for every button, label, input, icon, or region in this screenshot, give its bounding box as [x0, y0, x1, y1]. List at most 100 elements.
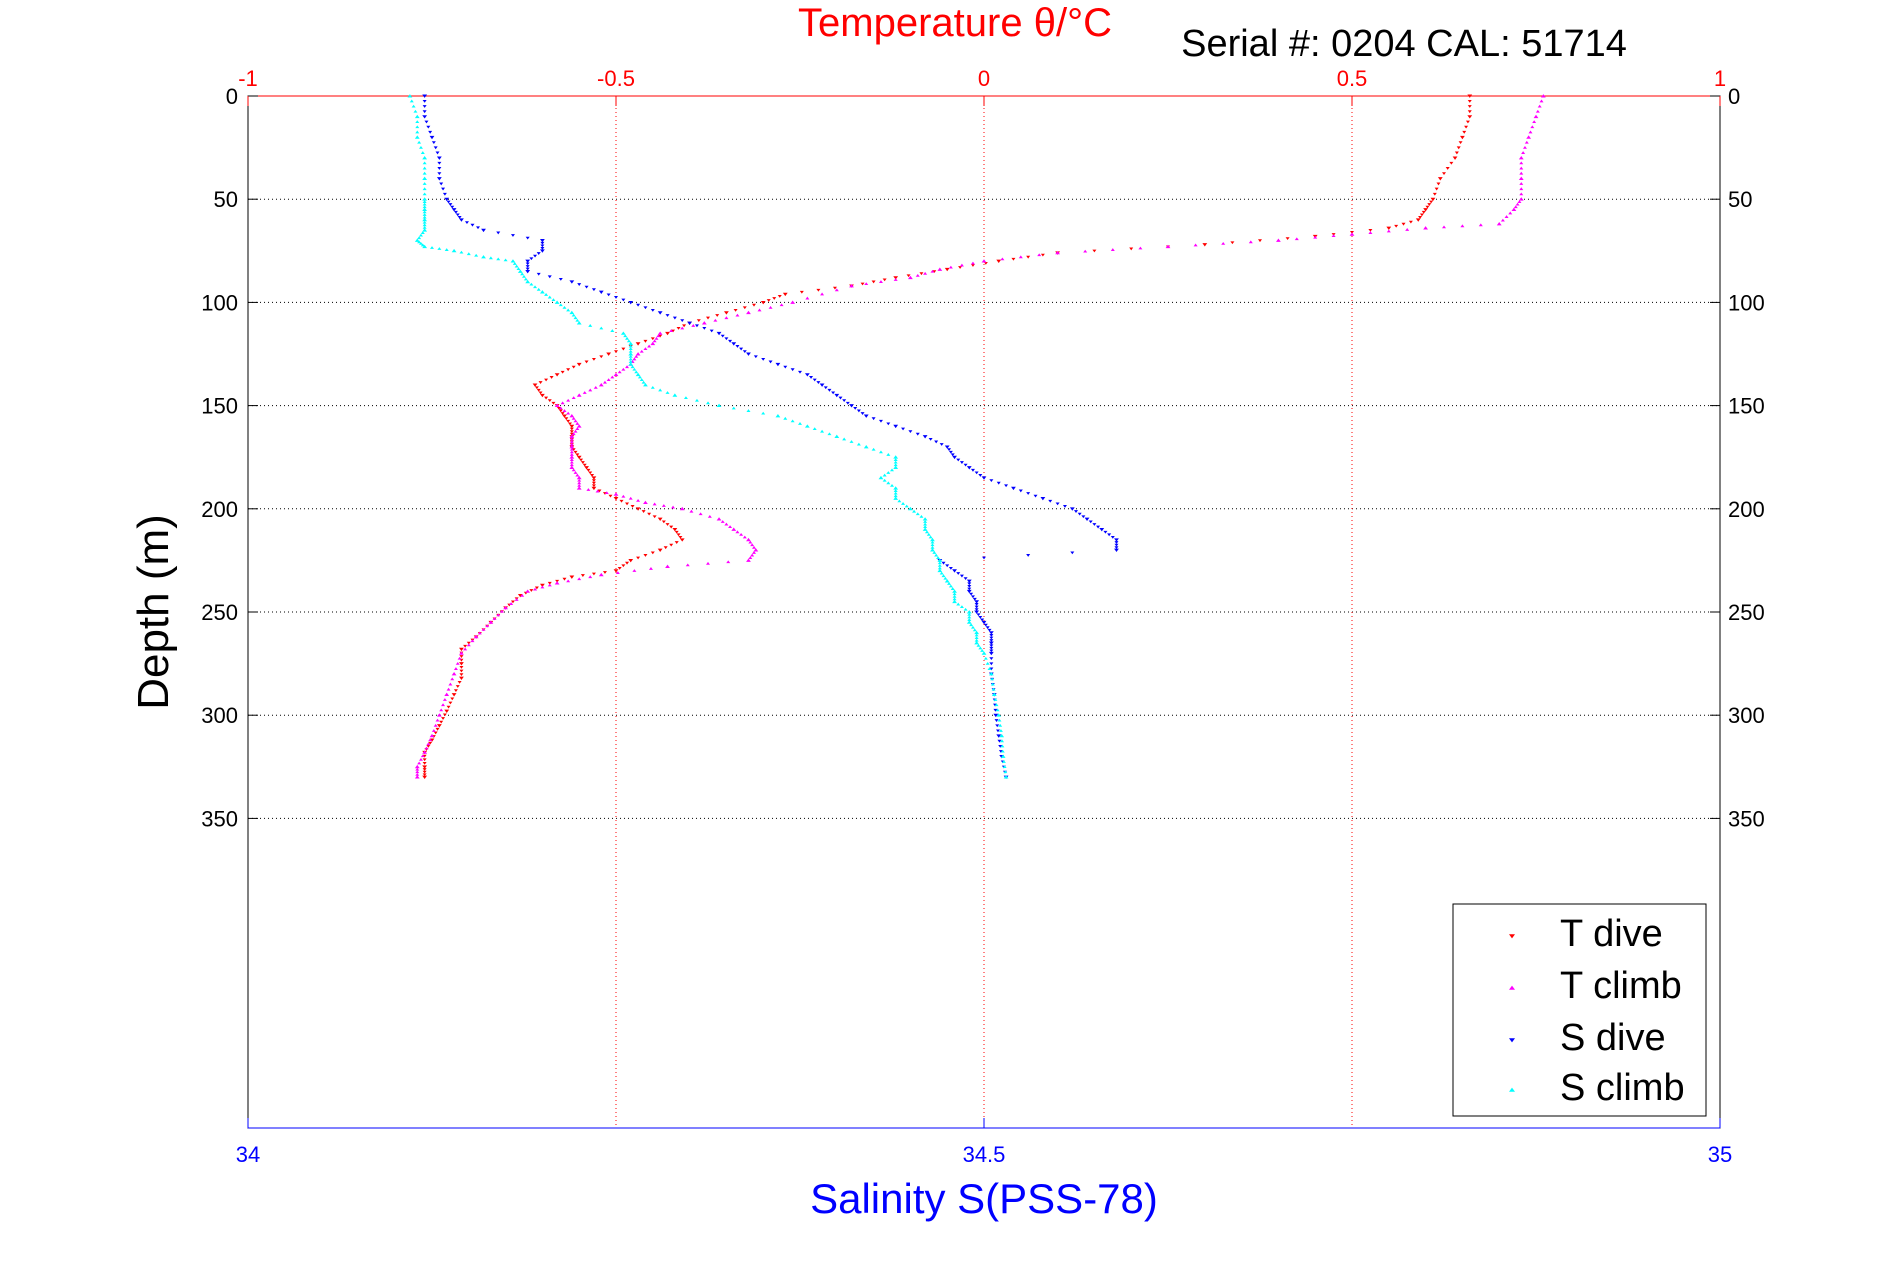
- data-point: [576, 424, 582, 428]
- data-point: [974, 605, 979, 609]
- data-point: [752, 303, 756, 307]
- data-point: [996, 713, 1002, 717]
- data-point: [551, 298, 556, 302]
- data-point: [562, 305, 567, 309]
- data-point: [575, 318, 580, 322]
- data-point: [582, 463, 587, 467]
- data-point: [510, 234, 515, 237]
- data-point: [422, 244, 428, 249]
- data-point: [1313, 235, 1318, 239]
- data-point: [890, 483, 894, 487]
- legend-marker-t-climb: [1509, 985, 1515, 990]
- data-point: [509, 602, 514, 605]
- data-point: [893, 494, 898, 498]
- data-point: [613, 492, 619, 496]
- data-point: [591, 572, 596, 576]
- data-point: [540, 393, 545, 398]
- data-point: [635, 507, 641, 511]
- data-point: [1026, 492, 1031, 495]
- data-point: [628, 300, 634, 305]
- data-point: [540, 239, 545, 243]
- data-point: [643, 554, 648, 557]
- data-point: [893, 278, 898, 281]
- data-point: [761, 411, 766, 415]
- data-point: [435, 727, 440, 731]
- data-point: [661, 504, 666, 507]
- data-point: [948, 450, 953, 454]
- data-point: [617, 370, 622, 374]
- data-point: [998, 744, 1003, 748]
- data-point: [1037, 253, 1042, 257]
- data-point: [1055, 250, 1060, 255]
- data-point: [989, 636, 994, 640]
- data-point: [987, 667, 992, 670]
- data-point: [669, 543, 674, 547]
- data-point: [1092, 249, 1097, 253]
- data-point: [418, 757, 423, 761]
- data-point: [415, 130, 420, 134]
- data-point: [597, 489, 602, 493]
- data-point: [735, 345, 740, 348]
- data-point: [522, 275, 526, 278]
- data-point: [621, 367, 626, 371]
- data-point: [422, 750, 428, 754]
- data-point: [417, 240, 422, 244]
- data-point: [657, 311, 663, 315]
- data-point: [969, 623, 974, 627]
- data-point: [635, 372, 641, 377]
- data-point: [525, 589, 531, 593]
- data-point: [915, 273, 920, 277]
- data-point: [580, 574, 585, 577]
- data-point: [418, 233, 423, 237]
- data-point: [630, 505, 635, 508]
- data-point: [1415, 218, 1421, 222]
- data-point: [1083, 249, 1088, 253]
- data-point: [439, 720, 444, 724]
- data-point: [966, 466, 972, 470]
- data-point: [636, 303, 641, 307]
- data-point: [809, 376, 814, 379]
- data-point: [591, 486, 597, 491]
- data-point: [1202, 243, 1208, 247]
- data-point: [564, 417, 569, 421]
- data-point: [1519, 182, 1524, 185]
- data-point: [464, 221, 469, 225]
- data-point: [937, 558, 943, 562]
- data-point: [1000, 739, 1005, 743]
- data-point: [1003, 770, 1008, 774]
- data-point: [529, 257, 534, 261]
- data-point: [963, 577, 968, 581]
- data-point: [414, 135, 420, 139]
- data-point: [588, 324, 593, 327]
- data-point: [529, 589, 534, 592]
- data-point: [746, 537, 751, 542]
- data-point: [820, 292, 825, 296]
- data-point: [878, 475, 884, 480]
- data-point: [463, 644, 468, 648]
- data-point: [972, 628, 977, 632]
- data-point: [702, 327, 707, 330]
- data-point: [621, 298, 626, 302]
- data-point: [956, 602, 961, 606]
- data-point: [422, 182, 427, 185]
- data-point: [1462, 130, 1467, 134]
- data-point: [525, 267, 530, 271]
- data-point: [582, 391, 587, 394]
- data-point: [1349, 232, 1355, 236]
- data-point: [775, 362, 781, 367]
- data-point: [503, 258, 508, 262]
- data-point: [593, 385, 598, 389]
- data-point: [1522, 146, 1527, 149]
- data-point: [569, 310, 575, 315]
- data-point: [995, 724, 1000, 728]
- legend-marker-s-climb: [1509, 1087, 1515, 1092]
- data-point: [922, 517, 928, 521]
- data-point: [748, 556, 753, 560]
- data-point: [422, 161, 427, 165]
- data-point: [1442, 172, 1446, 175]
- data-point: [1294, 237, 1299, 241]
- data-point: [647, 344, 652, 348]
- data-point: [1467, 115, 1473, 119]
- data-point: [941, 574, 946, 578]
- data-point: [893, 458, 898, 461]
